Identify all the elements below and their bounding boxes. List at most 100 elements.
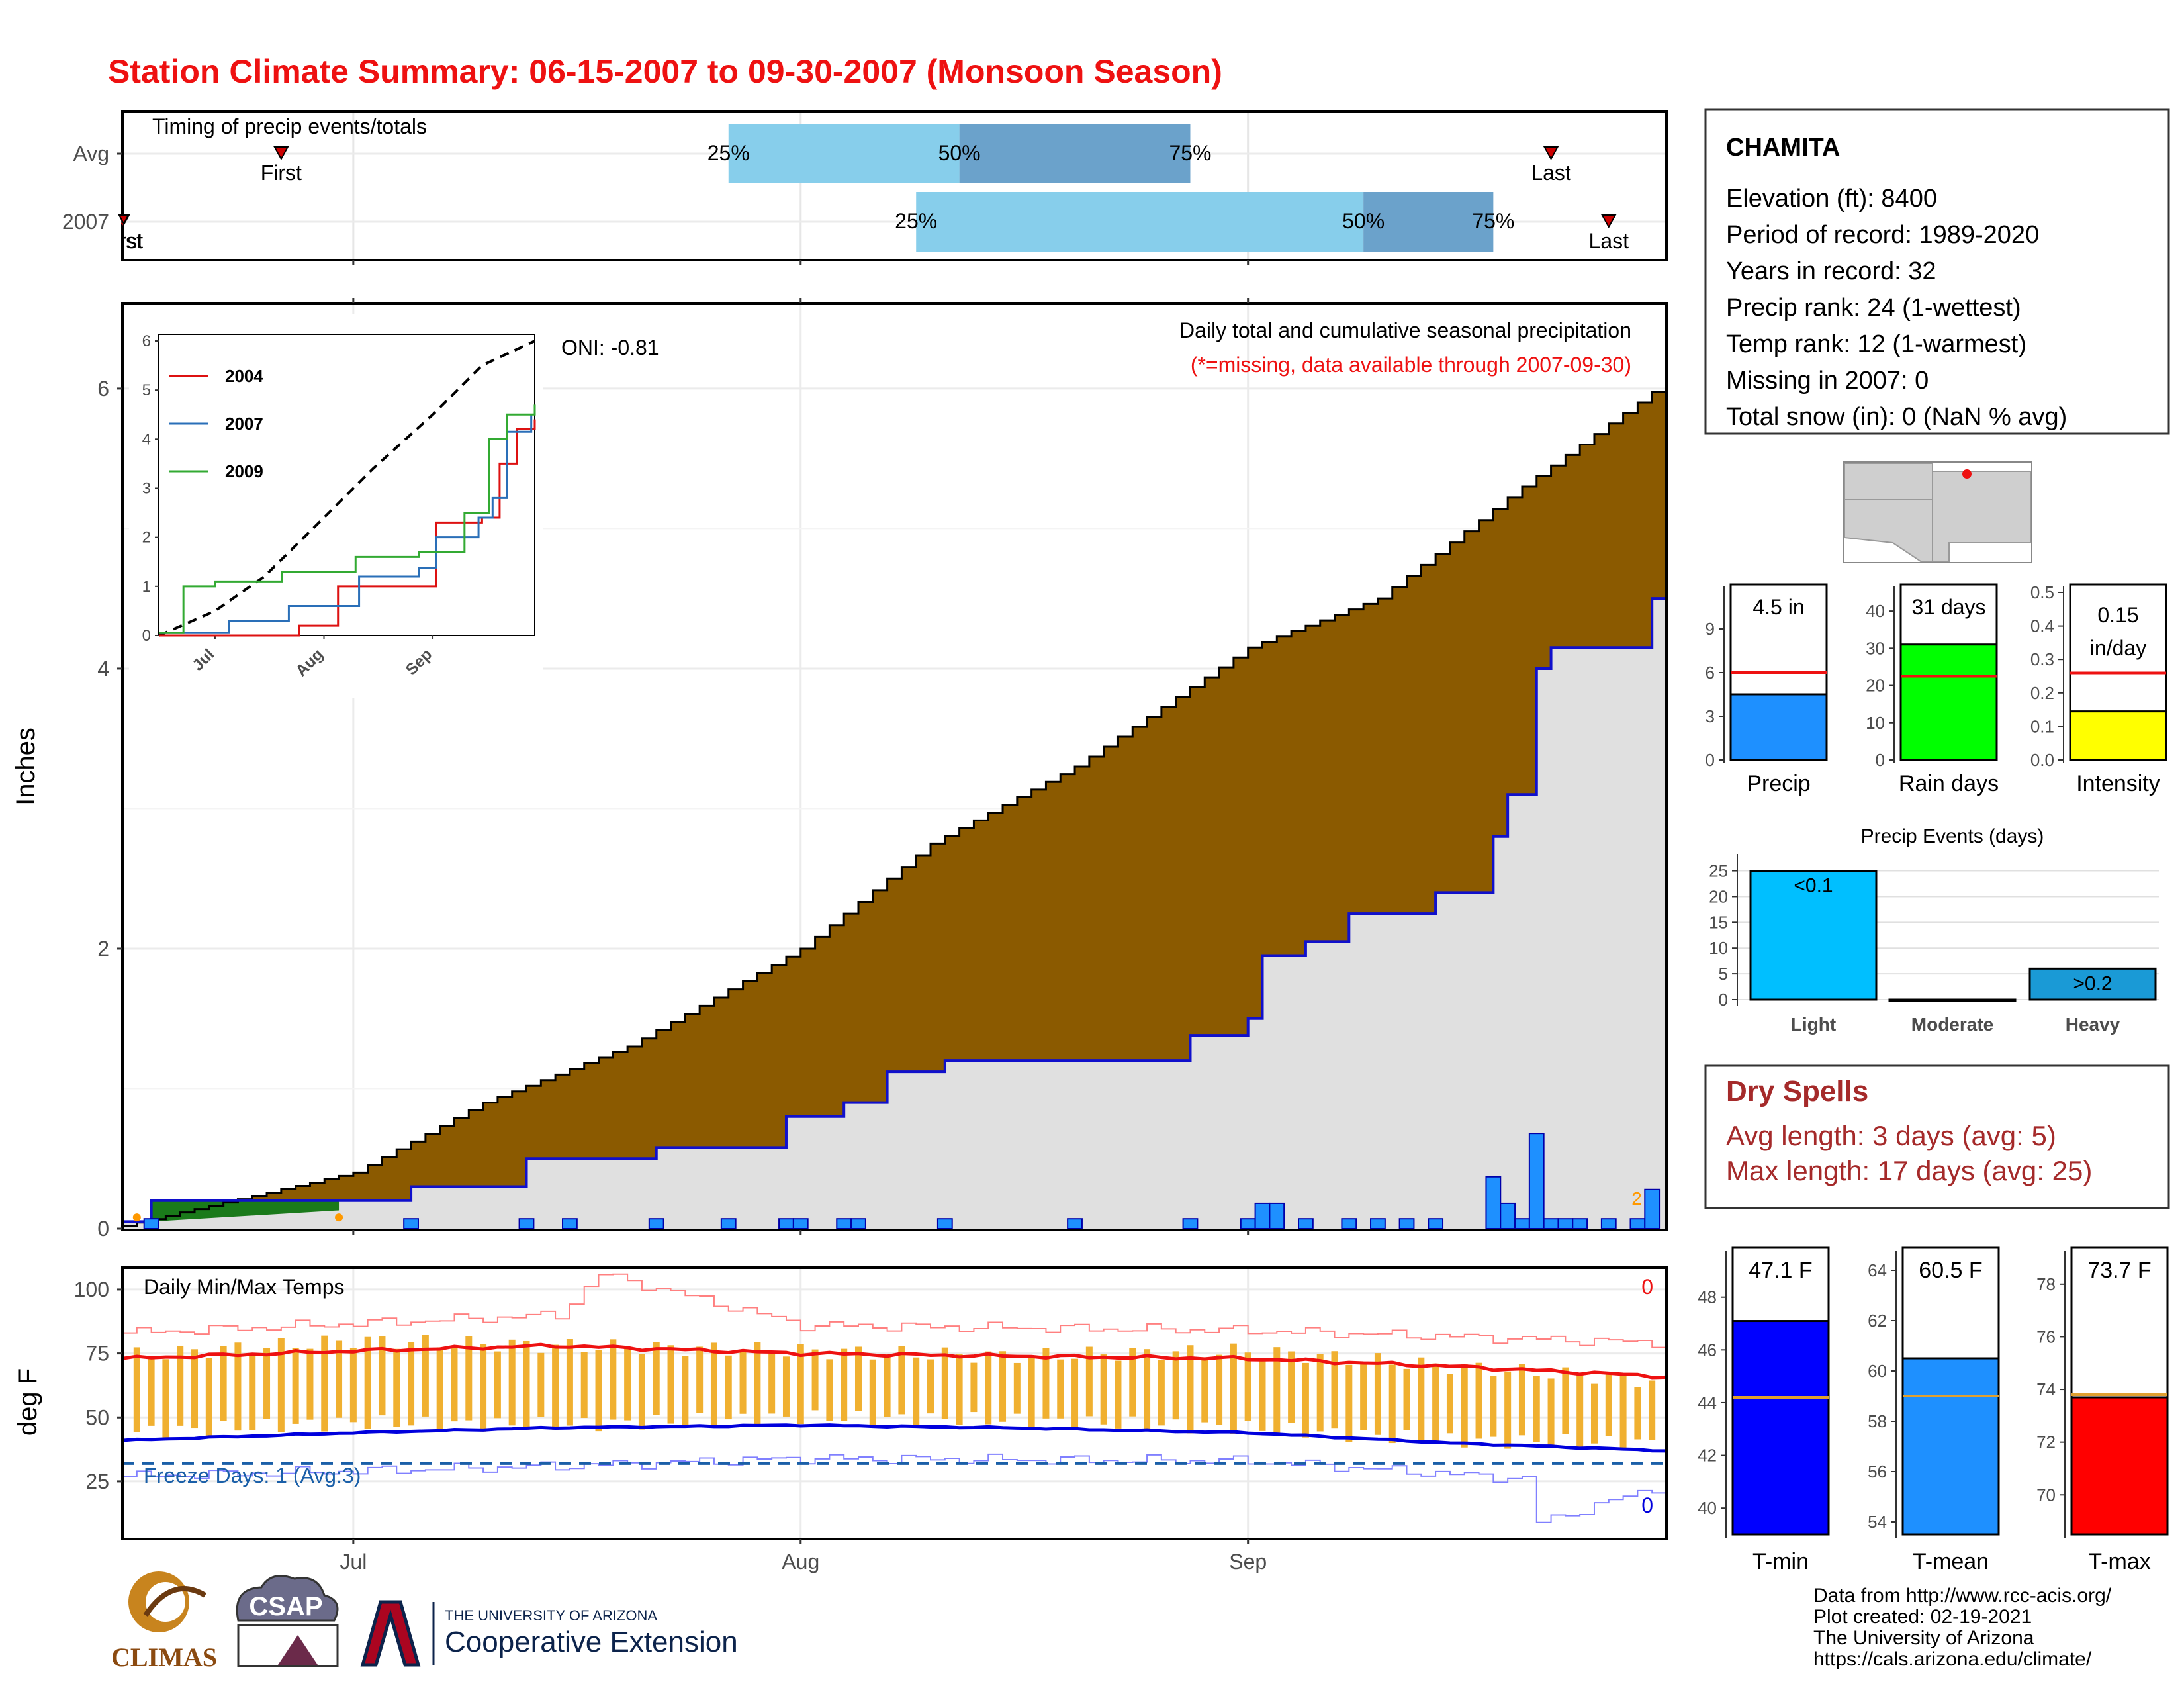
temp-bar-value: 73.7 F	[2087, 1258, 2151, 1283]
daily-temp-range-bar	[913, 1357, 920, 1427]
timing-bar-lower	[728, 124, 960, 183]
events-bar	[1749, 870, 1878, 1001]
events-tick-label: 10	[1709, 938, 1728, 958]
daily-temp-range-bar	[1201, 1357, 1208, 1423]
daily-temp-range-bar	[1302, 1362, 1309, 1438]
daily-temp-range-bar	[133, 1347, 140, 1432]
daily-temp-range-bar	[480, 1344, 487, 1432]
summary-bar-value: 31 days	[1911, 595, 1985, 619]
precip-corner-mark: 2	[1631, 1188, 1642, 1209]
events-tick-label: 15	[1709, 912, 1728, 932]
daily-temp-range-bar	[768, 1352, 776, 1414]
daily-temp-range-bar	[1042, 1348, 1050, 1419]
events-tick-label: 25	[1709, 861, 1728, 881]
daily-precip-bar	[836, 1218, 852, 1230]
daily-precip-bar	[1543, 1218, 1559, 1230]
summary-bar-rain-days: 0 10 20 30 40 31 days Rain days	[1866, 583, 1999, 796]
bar-chart-tick-label: 3	[1706, 706, 1715, 726]
daily-temp-range-bar	[739, 1352, 747, 1414]
bar-chart-tick-label: 20	[1866, 676, 1885, 696]
ua-logo-big-text: Cooperative Extension	[445, 1626, 738, 1658]
cumulative-2007-line	[122, 597, 1666, 1223]
x-axis-tick-label: Sep	[1229, 1550, 1267, 1573]
ua-logo-small-text: THE UNIVERSITY OF ARIZONA	[445, 1607, 657, 1624]
inset-y-tick-label: 6	[142, 332, 151, 350]
ua-block-a-icon	[360, 1600, 421, 1667]
daily-temp-range-bar	[999, 1351, 1007, 1422]
csap-logo-base	[237, 1624, 339, 1667]
bar-chart-tick-label: 70	[2036, 1485, 2056, 1505]
summary-bar-label: Intensity	[2076, 771, 2160, 796]
daily-temp-range-bar	[595, 1350, 602, 1432]
inset-y-tick-label: 4	[142, 430, 151, 448]
daily-temp-range-bar	[624, 1348, 631, 1421]
daily-temp-range-bar	[610, 1339, 617, 1420]
inset-frame	[158, 334, 535, 636]
inset-year-line	[159, 414, 533, 634]
daily-temp-range-bar	[494, 1351, 501, 1419]
daily-temp-range-bar	[682, 1356, 689, 1425]
daily-temp-range-bar	[927, 1359, 934, 1414]
page-title: Station Climate Summary: 06-15-2007 to 0…	[108, 53, 1222, 90]
daily-temp-range-bar	[552, 1344, 559, 1430]
info-precip-rank: Precip rank: 24 (1-wettest)	[1726, 294, 2021, 322]
daily-temp-range-bar	[306, 1348, 314, 1420]
bar-chart-tick-label: 40	[1866, 601, 1885, 621]
daily-temp-range-bar	[811, 1349, 819, 1411]
bar-chart-tick-label: 0	[1706, 750, 1715, 770]
last-event-marker	[1601, 214, 1617, 229]
daily-temp-range-bar	[1028, 1355, 1035, 1429]
temperature-bar-charts: 40 42 44 46 48 47.1 F T-min 54 56 58 60 62 64 60.5 F T…	[1698, 1246, 2169, 1574]
credit-line: https://cals.arizona.edu/climate/	[1813, 1648, 2092, 1670]
daily-temp-range-bar	[1085, 1346, 1093, 1417]
events-bar-label: >0.2	[2073, 972, 2112, 994]
temp-panel-border	[121, 1266, 1668, 1540]
temp-series	[122, 1273, 1667, 1523]
max-record-count: 0	[1641, 1275, 1653, 1299]
daily-temp-range-bar	[1115, 1360, 1122, 1429]
precip-note: Daily total and cumulative seasonal prec…	[1179, 318, 1631, 342]
daily-temp-range-bar	[393, 1348, 400, 1427]
daily-precip-bar	[1240, 1218, 1256, 1230]
daily-temp-range-bar	[710, 1342, 717, 1427]
daily-temp-range-bar	[148, 1356, 155, 1426]
daily-temp-range-bar	[725, 1355, 732, 1420]
daily-temp-range-bar	[1100, 1354, 1107, 1425]
daily-temp-range-bar	[1388, 1364, 1396, 1444]
daily-precip-bar	[1629, 1218, 1646, 1230]
daily-temp-range-bar	[1288, 1351, 1295, 1423]
daily-temp-range-bar	[1129, 1348, 1136, 1417]
temp-y-label: deg F	[13, 1368, 42, 1436]
daily-temp-range-bar	[1057, 1359, 1064, 1419]
daily-temp-range-bar	[869, 1359, 876, 1425]
daily-precip-bar	[1398, 1218, 1415, 1230]
timing-left-mask	[0, 199, 121, 258]
temp-y-tick-label: 75	[85, 1342, 109, 1366]
bar-chart-tick-label: 0.0	[2030, 750, 2054, 770]
bar-chart-tick-label: 6	[1706, 663, 1715, 682]
bar-chart-tick-label: 9	[1706, 619, 1715, 639]
daily-temp-range-bar	[451, 1347, 458, 1422]
timing-p25-label: 25%	[895, 209, 937, 233]
daily-temp-range-bar	[162, 1359, 169, 1439]
daily-temp-range-bar	[1331, 1351, 1338, 1429]
station-info-box: CHAMITA Elevation (ft): 8400 Period of r…	[1704, 108, 2170, 435]
daily-temp-range-bar	[1605, 1373, 1612, 1436]
bar-chart-tick-label: 10	[1866, 713, 1885, 733]
ua-logo: THE UNIVERSITY OF ARIZONA Cooperative Ex…	[360, 1600, 738, 1667]
summary-bar-value: 0.15	[2097, 603, 2138, 627]
events-category-label: Light	[1791, 1014, 1836, 1035]
daily-temp-range-bar	[754, 1342, 761, 1427]
csap-logo: CSAP	[236, 1575, 339, 1667]
precip-y-tick-label: 6	[97, 377, 109, 400]
inset-y-tick-label: 3	[142, 480, 151, 498]
summary-bar-value: in/day	[2090, 636, 2146, 660]
timing-p25-label: 25%	[707, 141, 750, 165]
info-period: Period of record: 1989-2020	[1726, 221, 2039, 249]
bar-chart-tick-label: 0.5	[2030, 583, 2054, 602]
events-category-label: Moderate	[1911, 1014, 1993, 1035]
summary-bar-intensity: 0.0 0.1 0.2 0.3 0.4 0.5 0.15 in/day Intensity	[2030, 583, 2167, 796]
inset-legend-label: 2009	[225, 461, 263, 481]
